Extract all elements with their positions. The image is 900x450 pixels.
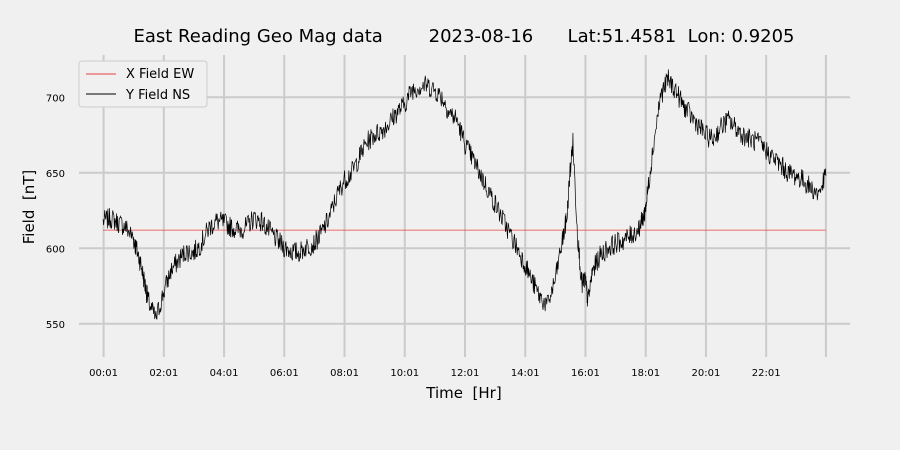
x-tick-label: 02:01	[149, 368, 178, 379]
y-tick-label: 600	[46, 244, 65, 255]
x-tick-label: 04:01	[210, 368, 239, 379]
x-tick-label: 10:01	[390, 368, 419, 379]
y-axis-label: Field [nT]	[20, 170, 38, 245]
x-tick-label: 18:01	[631, 368, 660, 379]
series-line-y-field	[102, 69, 827, 321]
plot-area	[102, 69, 827, 321]
x-tick-label: 14:01	[511, 368, 540, 379]
legend: X Field EW Y Field NS	[78, 60, 208, 108]
x-tick-label: 12:01	[451, 368, 480, 379]
y-tick-label: 650	[46, 169, 65, 180]
y-tick-label: 550	[46, 320, 65, 331]
x-tick-label: 00:01	[89, 368, 118, 379]
x-tick-label: 22:01	[752, 368, 781, 379]
legend-box	[78, 60, 208, 108]
chart-title: East Reading Geo Mag data 2023-08-16 Lat…	[133, 26, 794, 47]
tick-labels: 00:01 02:01 04:01 06:01 08:01 10:01 12:01 14:01…	[46, 93, 781, 379]
legend-label-y-field: Y Field NS	[125, 88, 190, 103]
y-tick-label: 700	[46, 93, 65, 104]
legend-label-x-field: X Field EW	[126, 67, 194, 82]
x-axis-label: Time [Hr]	[425, 384, 501, 402]
x-tick-label: 08:01	[330, 368, 359, 379]
x-tick-label: 20:01	[692, 368, 721, 379]
x-tick-label: 06:01	[270, 368, 299, 379]
x-tick-label: 16:01	[571, 368, 600, 379]
